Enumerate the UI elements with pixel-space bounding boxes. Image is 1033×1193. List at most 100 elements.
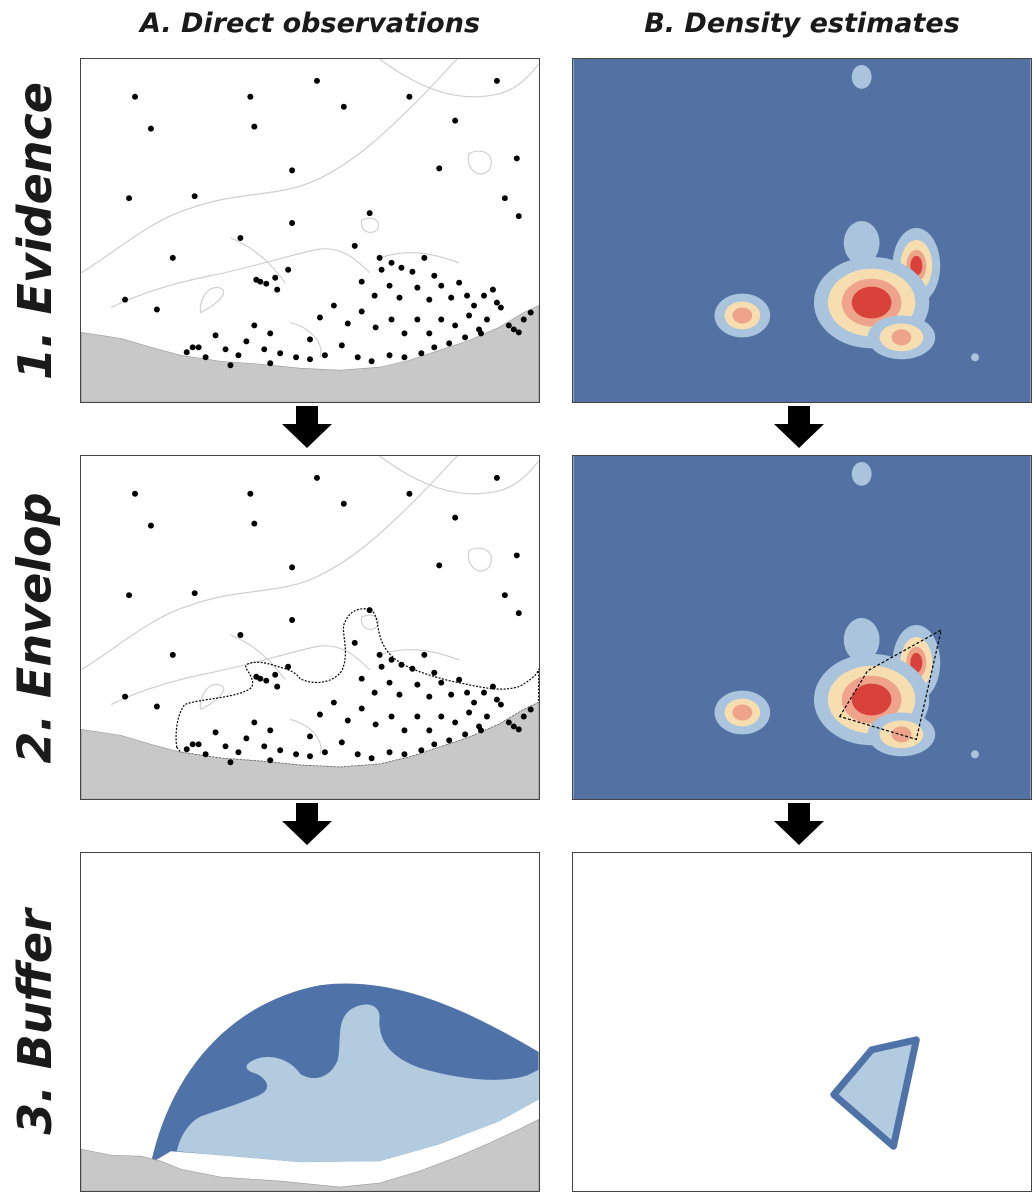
- density-contour-ring: [843, 221, 880, 265]
- observation-point: [436, 165, 443, 172]
- observation-point: [340, 500, 347, 507]
- observation-point: [386, 749, 393, 756]
- observation-point: [520, 713, 527, 720]
- bathymetry-contours: [81, 59, 539, 358]
- observation-point: [497, 701, 504, 708]
- observation-point: [153, 306, 160, 313]
- observation-point: [126, 195, 133, 202]
- observation-point: [376, 254, 383, 261]
- observation-point: [153, 703, 160, 710]
- observation-point: [321, 749, 328, 756]
- observation-point: [515, 213, 522, 220]
- map-evidence-density: [573, 59, 1031, 402]
- observation-point: [493, 696, 500, 703]
- observation-envelope-outline: [175, 608, 539, 768]
- observation-point: [448, 294, 455, 301]
- observation-point: [122, 693, 129, 700]
- density-background: [573, 59, 1031, 402]
- observation-point: [183, 746, 190, 753]
- observation-point: [497, 304, 504, 311]
- down-arrow-icon: [774, 406, 824, 448]
- observation-point: [277, 350, 284, 357]
- observation-point: [378, 663, 385, 670]
- observation-point: [351, 639, 358, 646]
- map-buffer-observations: [81, 983, 539, 1191]
- observation-point: [527, 706, 534, 713]
- row-title-evidence-text: 1. Evidence: [8, 81, 63, 380]
- observation-point: [456, 279, 463, 286]
- observation-point: [132, 490, 139, 497]
- observation-point: [426, 330, 433, 337]
- observation-point: [483, 316, 490, 323]
- observation-point: [401, 727, 408, 734]
- observation-point: [401, 751, 408, 758]
- panel-density-estimates-evidence: [572, 58, 1032, 403]
- observation-point: [195, 741, 202, 748]
- observation-point: [285, 663, 292, 670]
- observation-point: [452, 117, 459, 124]
- observation-point: [358, 705, 365, 712]
- panel-direct-observations-envelop: [80, 455, 540, 800]
- observation-point: [438, 679, 445, 686]
- observation-point: [401, 354, 408, 361]
- observation-point: [307, 356, 313, 363]
- observation-point: [372, 324, 379, 331]
- observation-point: [406, 490, 413, 497]
- density-contour-ring: [851, 461, 872, 486]
- observation-point: [388, 713, 395, 720]
- observation-point: [426, 296, 433, 303]
- observation-point: [396, 294, 403, 301]
- observation-point: [253, 276, 260, 283]
- observation-point: [409, 665, 416, 672]
- observation-point: [368, 755, 375, 762]
- observation-point: [418, 350, 425, 357]
- density-contour-ring: [851, 683, 892, 716]
- observation-point: [338, 342, 345, 349]
- observation-point: [261, 346, 268, 353]
- density-contour-ring: [910, 652, 923, 673]
- observation-point: [247, 93, 254, 100]
- observation-point: [418, 747, 425, 754]
- observation-point: [251, 520, 258, 527]
- observation-point: [452, 322, 459, 329]
- density-background: [573, 456, 1031, 799]
- down-arrow-icon: [282, 803, 332, 845]
- depth-contour-line: [467, 547, 492, 572]
- observation-point: [289, 167, 296, 174]
- density-envelope-outline: [838, 628, 943, 741]
- observation-point: [191, 193, 198, 200]
- observation-point: [251, 322, 258, 329]
- observation-point: [227, 362, 234, 369]
- observation-point: [274, 286, 281, 293]
- observation-point: [169, 651, 176, 658]
- observation-point: [358, 308, 365, 315]
- observation-point: [132, 93, 139, 100]
- observation-point: [388, 656, 395, 663]
- observation-point: [414, 316, 421, 323]
- observation-point: [414, 284, 421, 291]
- observation-point: [354, 354, 361, 361]
- observation-point: [456, 676, 463, 683]
- observation-point: [195, 344, 202, 351]
- observation-point: [307, 733, 313, 740]
- density-contour-ring: [971, 750, 979, 759]
- observation-point: [189, 344, 196, 351]
- density-kernel-blobs: [714, 64, 979, 362]
- observation-point: [501, 195, 508, 202]
- density-contour-ring: [843, 618, 880, 662]
- depth-contour-line: [81, 59, 458, 274]
- observation-point: [462, 731, 469, 738]
- row-title-buffer: 3. Buffer: [0, 852, 70, 1192]
- observation-point: [471, 699, 478, 706]
- observation-point: [289, 220, 296, 227]
- observation-point: [251, 719, 258, 726]
- density-contour-ring: [732, 704, 753, 721]
- density-contour-ring: [910, 255, 923, 276]
- observation-point: [446, 737, 453, 744]
- observation-point: [183, 349, 190, 356]
- depth-contour-line: [289, 718, 322, 755]
- observation-point: [313, 474, 320, 481]
- observation-point: [409, 268, 416, 275]
- observation-point: [426, 693, 433, 700]
- observation-point: [466, 312, 473, 319]
